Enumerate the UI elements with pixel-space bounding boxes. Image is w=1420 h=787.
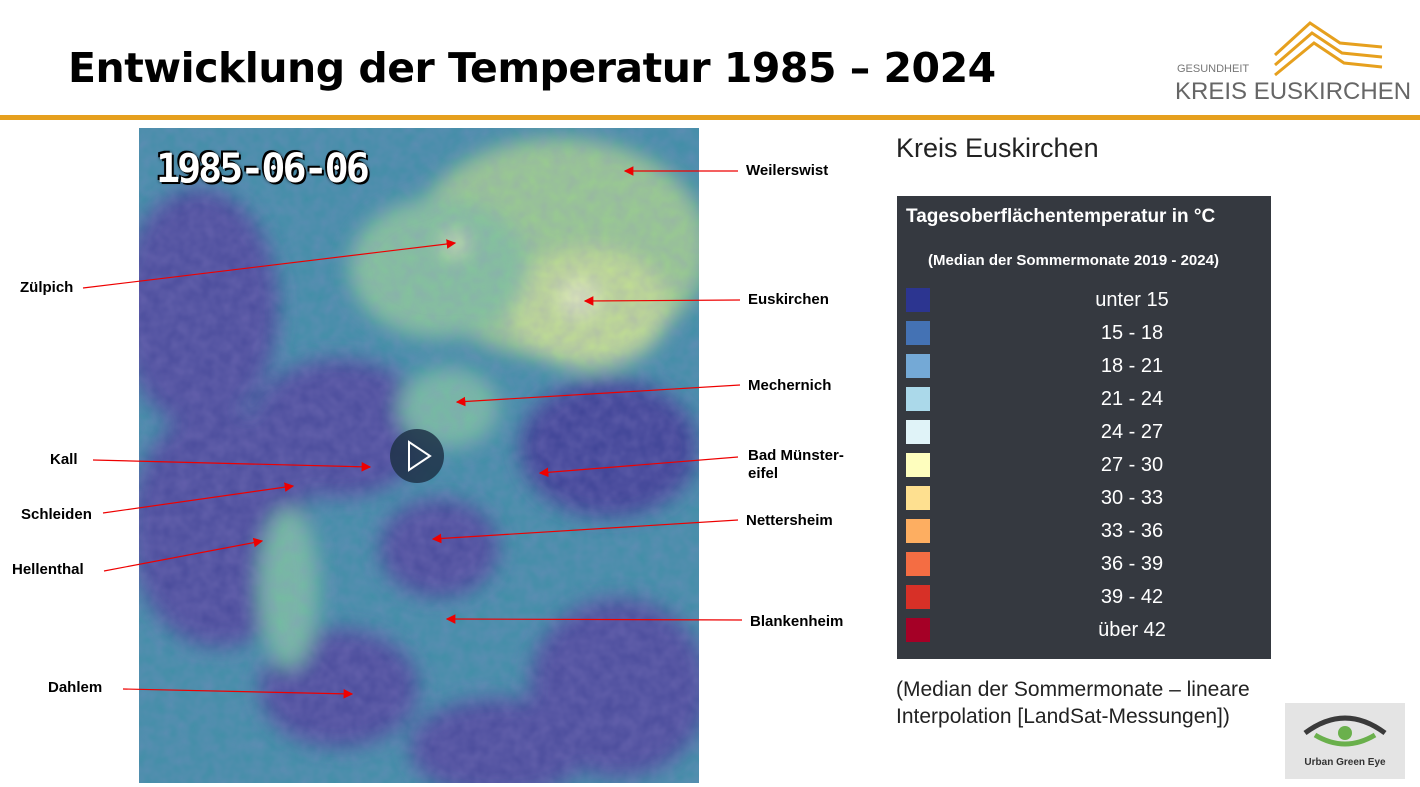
place-label: Dahlem <box>48 679 103 696</box>
legend-swatch <box>906 420 930 444</box>
legend-label: 21 - 24 <box>1100 388 1164 410</box>
date-stamp: 1985-06-06 <box>156 146 370 192</box>
legend-swatch <box>906 387 930 411</box>
legend-label: 24 - 27 <box>1100 421 1164 443</box>
legend-label: über 42 <box>1098 619 1166 641</box>
legend-label: 33 - 36 <box>1100 520 1164 542</box>
legend-label: 15 - 18 <box>1100 322 1164 344</box>
legend-swatch <box>906 618 930 642</box>
legend-subtitle: (Median der Sommermonate 2019 - 2024) <box>928 252 1219 269</box>
place-label: Schleiden <box>21 506 92 523</box>
legend-swatch <box>906 519 930 543</box>
logo-mark <box>1273 21 1383 77</box>
legend-swatch <box>906 321 930 345</box>
place-label: Bad Münster- eifel <box>748 447 844 482</box>
slide-title: Entwicklung der Temperatur 1985 – 2024 <box>68 44 996 92</box>
place-label: Weilerswist <box>746 162 829 179</box>
place-label: Blankenheim <box>750 613 844 630</box>
place-label: Hellenthal <box>12 561 84 578</box>
legend-label: 18 - 21 <box>1100 355 1164 377</box>
place-label: Euskirchen <box>748 291 829 308</box>
place-label: Mechernich <box>748 377 832 394</box>
partner-logo: Urban Green Eye <box>1285 703 1405 779</box>
side-heading: Kreis Euskirchen <box>896 133 1099 163</box>
legend-label: 27 - 30 <box>1100 454 1164 476</box>
place-label: Nettersheim <box>746 512 833 529</box>
partner-logo-mark <box>1303 715 1387 747</box>
legend-label: 39 - 42 <box>1100 586 1164 608</box>
map-arrows <box>82 166 743 699</box>
temperature-map <box>139 128 699 783</box>
logo-text: KREIS EUSKIRCHEN <box>1175 78 1412 105</box>
legend-swatch <box>906 288 930 312</box>
legend-title: Tagesoberflächentemperatur in °C <box>906 206 1216 227</box>
legend-label: 30 - 33 <box>1100 487 1164 509</box>
legend-label: 36 - 39 <box>1100 553 1164 575</box>
place-label: Kall <box>50 451 78 468</box>
legend-swatch <box>906 354 930 378</box>
legend-swatch <box>906 552 930 576</box>
legend-label: unter 15 <box>1095 289 1169 311</box>
play-button[interactable] <box>390 429 444 483</box>
partner-logo-text: Urban Green Eye <box>1304 757 1386 768</box>
legend-swatch <box>906 585 930 609</box>
header-rule <box>0 115 1420 120</box>
caption: (Median der Sommermonate – lineare Inter… <box>896 678 1250 728</box>
place-label: Zülpich <box>20 279 74 296</box>
legend-swatch <box>906 453 930 477</box>
legend-swatch <box>906 486 930 510</box>
legend: Tagesoberflächentemperatur in °C (Median… <box>897 196 1271 659</box>
logo-text: GESUNDHEIT <box>1177 63 1250 75</box>
